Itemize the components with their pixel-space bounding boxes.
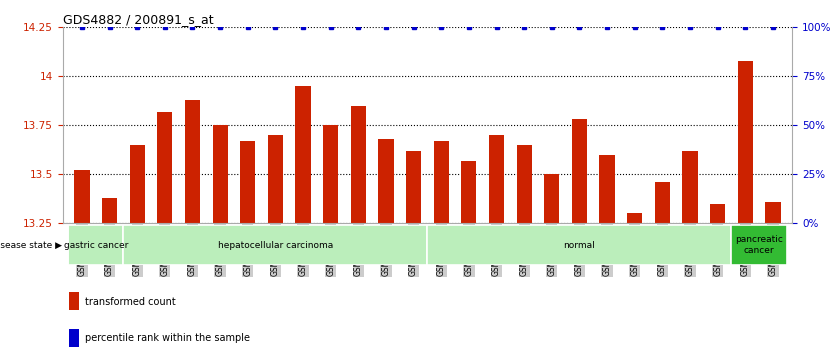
Text: normal: normal: [564, 241, 595, 249]
Bar: [351, 106, 366, 223]
Bar: [74, 170, 89, 223]
Text: GDS4882 / 200891_s_at: GDS4882 / 200891_s_at: [63, 13, 214, 26]
Bar: [68, 292, 79, 310]
Bar: [731, 225, 786, 265]
Bar: [323, 125, 339, 223]
Bar: [213, 125, 228, 223]
Bar: [102, 198, 117, 223]
Bar: [129, 145, 145, 223]
Bar: [516, 145, 532, 223]
Bar: [379, 139, 394, 223]
Bar: [461, 160, 476, 223]
Text: disease state ▶: disease state ▶: [0, 241, 62, 249]
Bar: [123, 225, 427, 265]
Bar: [627, 213, 642, 223]
Text: transformed count: transformed count: [85, 297, 176, 307]
Bar: [545, 174, 560, 223]
Bar: [68, 225, 123, 265]
Bar: [434, 141, 449, 223]
Bar: [710, 204, 726, 223]
Text: hepatocellular carcinoma: hepatocellular carcinoma: [218, 241, 333, 249]
Bar: [489, 135, 504, 223]
Bar: [295, 86, 310, 223]
Bar: [682, 151, 697, 223]
Bar: [427, 225, 731, 265]
Text: percentile rank within the sample: percentile rank within the sample: [85, 334, 250, 343]
Bar: [68, 329, 79, 347]
Bar: [766, 202, 781, 223]
Bar: [185, 100, 200, 223]
Text: gastric cancer: gastric cancer: [63, 241, 128, 249]
Bar: [572, 119, 587, 223]
Bar: [268, 135, 283, 223]
Bar: [240, 141, 255, 223]
Bar: [655, 182, 670, 223]
Bar: [406, 151, 421, 223]
Bar: [738, 61, 753, 223]
Bar: [158, 111, 173, 223]
Bar: [600, 155, 615, 223]
Text: pancreatic
cancer: pancreatic cancer: [736, 235, 783, 255]
